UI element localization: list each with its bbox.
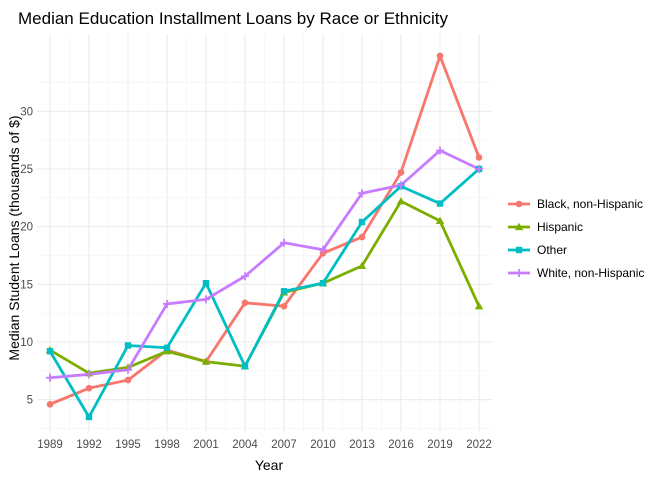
x-tick-label: 2004 — [232, 439, 258, 451]
data-point-other — [241, 363, 249, 370]
y-tick-label: 30 — [20, 106, 33, 118]
data-point-other — [319, 279, 327, 287]
gridlines — [37, 34, 492, 432]
y-tick-label: 20 — [20, 222, 33, 234]
x-tick-label: 1998 — [154, 439, 180, 451]
series-line-other — [48, 167, 480, 419]
data-point-white-non-hispanic — [85, 370, 93, 379]
data-point-hispanic — [396, 197, 406, 205]
y-tick-label: 25 — [20, 164, 33, 176]
data-point-other — [202, 279, 210, 287]
y-tick-label: 15 — [20, 279, 33, 291]
x-tick-label: 2007 — [271, 439, 297, 451]
series-line-black-non-hispanic — [49, 54, 481, 406]
legend-label: Other — [537, 243, 567, 257]
data-point-other — [280, 288, 288, 295]
data-point-white-non-hispanic — [163, 299, 171, 308]
x-tick-label: 2001 — [193, 439, 219, 451]
data-point-hispanic — [435, 216, 445, 225]
legend-item-white-non-hispanic: White, non-Hispanic — [508, 266, 644, 280]
x-tick-label: 2019 — [427, 439, 453, 451]
data-point-other — [163, 344, 171, 351]
legend-label: White, non-Hispanic — [537, 266, 644, 280]
x-tick-label: 1989 — [37, 439, 63, 451]
series-markers — [45, 52, 484, 421]
data-point-black-non-hispanic — [358, 233, 366, 241]
data-point-white-non-hispanic — [241, 272, 249, 281]
data-point-black-non-hispanic — [46, 401, 54, 408]
data-point-white-non-hispanic — [358, 189, 366, 198]
legend-label: Black, non-Hispanic — [537, 197, 643, 211]
x-tick-label: 2016 — [388, 439, 414, 451]
legend-key-marker — [515, 246, 523, 254]
data-point-white-non-hispanic — [397, 181, 405, 190]
data-point-white-non-hispanic — [319, 245, 327, 254]
data-point-hispanic — [357, 261, 367, 270]
data-point-black-non-hispanic — [475, 154, 483, 161]
legend-item-other: Other — [508, 243, 567, 257]
y-tick-label: 10 — [20, 337, 33, 349]
x-axis-label: Year — [255, 457, 284, 473]
series-line-white-non-hispanic — [49, 149, 480, 380]
x-tick-label: 2022 — [466, 439, 492, 451]
legend: Black, non-Hispanic Hispanic Other White, n… — [508, 197, 644, 280]
legend-item-hispanic: Hispanic — [508, 220, 583, 234]
x-axis-ticks: 1989 1992 1995 1998 2001 2004 2007 2010 2013 2016… — [37, 439, 492, 451]
x-tick-label: 1992 — [76, 439, 102, 451]
data-point-other — [358, 218, 366, 226]
legend-key-marker — [515, 200, 523, 208]
data-point-black-non-hispanic — [124, 376, 132, 384]
data-point-other — [436, 200, 444, 207]
data-point-white-non-hispanic — [280, 238, 288, 247]
data-point-white-non-hispanic — [436, 146, 444, 155]
y-tick-label: 5 — [27, 395, 33, 407]
data-point-other — [85, 413, 93, 421]
legend-key-marker — [514, 222, 524, 231]
data-point-black-non-hispanic — [397, 169, 405, 176]
x-tick-label: 2010 — [310, 439, 336, 451]
y-axis-ticks: 5 10 15 20 25 30 — [20, 106, 33, 406]
data-point-black-non-hispanic — [85, 384, 93, 392]
data-point-other — [124, 342, 132, 349]
data-point-white-non-hispanic — [475, 164, 483, 173]
series-lines — [48, 54, 481, 419]
data-point-hispanic — [474, 302, 484, 310]
y-axis-label: Median Student Loans (thousands of $) — [6, 115, 22, 360]
legend-item-black-non-hispanic: Black, non-Hispanic — [508, 197, 643, 211]
chart-title: Median Education Installment Loans by Ra… — [18, 9, 448, 28]
data-point-white-non-hispanic — [46, 373, 54, 382]
data-point-black-non-hispanic — [436, 52, 444, 60]
x-tick-label: 1995 — [115, 439, 141, 451]
legend-key-marker — [515, 269, 523, 277]
legend-label: Hispanic — [537, 220, 583, 234]
data-point-white-non-hispanic — [202, 295, 210, 304]
data-point-other — [46, 348, 54, 355]
data-point-black-non-hispanic — [280, 302, 288, 310]
data-point-hispanic — [201, 357, 211, 365]
data-point-black-non-hispanic — [241, 299, 249, 307]
data-point-white-non-hispanic — [124, 365, 132, 374]
x-tick-label: 2013 — [349, 439, 375, 451]
